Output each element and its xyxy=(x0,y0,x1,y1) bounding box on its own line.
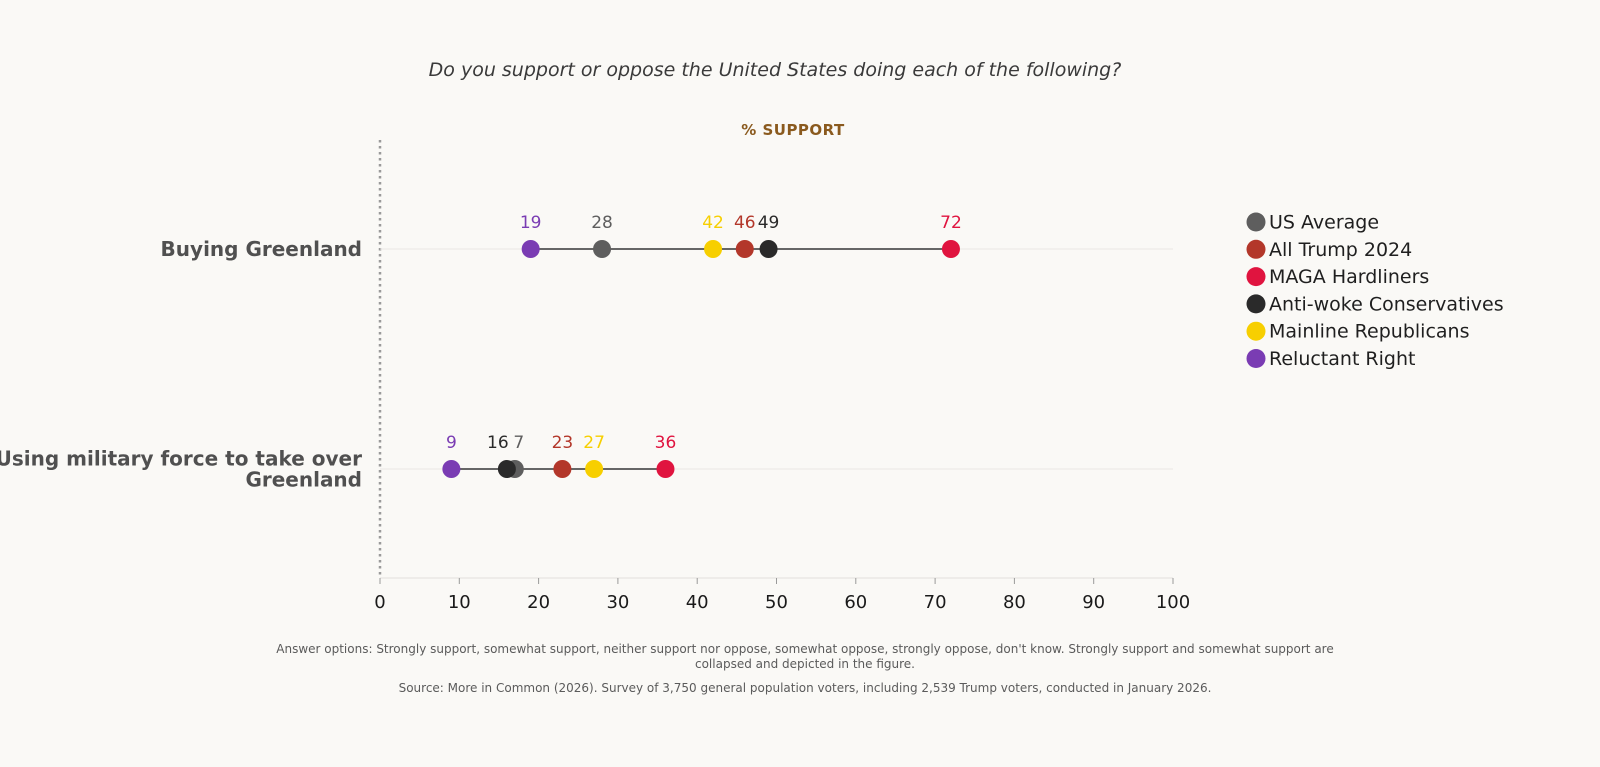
category-label: Buying Greenland xyxy=(161,237,362,261)
legend-swatch xyxy=(1246,294,1266,314)
legend-swatch xyxy=(1246,349,1266,368)
data-label: 7 xyxy=(513,433,524,453)
legend-swatch xyxy=(1246,212,1266,232)
legend-label: Mainline Republicans xyxy=(1269,321,1469,343)
x-tick-label: 20 xyxy=(527,592,550,613)
category-label-line: Greenland xyxy=(245,468,362,492)
x-tick-label: 60 xyxy=(844,592,867,613)
legend-swatch xyxy=(1246,267,1266,287)
x-tick-label: 50 xyxy=(765,592,788,613)
legend-label: Anti-woke Conservatives xyxy=(1269,293,1504,315)
legend-swatch xyxy=(1246,239,1266,259)
chart-notes: Answer options: Strongly support, somewh… xyxy=(276,642,1333,695)
data-label: 49 xyxy=(758,213,780,233)
data-point xyxy=(521,240,540,258)
category-label-line: Using military force to take over xyxy=(0,447,362,471)
data-label: 36 xyxy=(655,433,677,453)
data-point xyxy=(941,240,960,258)
data-point xyxy=(585,460,604,478)
data-label: 19 xyxy=(520,213,542,233)
data-point xyxy=(553,460,572,478)
data-point xyxy=(497,460,516,478)
legend-label: Reluctant Right xyxy=(1269,348,1415,370)
data-point xyxy=(593,240,612,258)
x-tick-label: 70 xyxy=(924,592,947,613)
data-point xyxy=(759,240,778,258)
x-tick-label: 0 xyxy=(374,592,385,613)
answer-options-note: Answer options: Strongly support, somewh… xyxy=(276,642,1333,656)
data-label: 16 xyxy=(487,433,509,453)
data-label: 72 xyxy=(940,213,962,233)
legend: US Average All Trump 2024 MAGA Hardliners A… xyxy=(1246,212,1504,370)
data-label: 23 xyxy=(552,433,574,453)
x-tick-label: 100 xyxy=(1156,592,1190,613)
legend-label: US Average xyxy=(1269,212,1379,234)
legend-label: MAGA Hardliners xyxy=(1269,266,1429,288)
x-axis-title: % SUPPORT xyxy=(741,121,845,139)
data-point xyxy=(735,240,754,258)
data-label: 42 xyxy=(702,213,724,233)
source-note: Source: More in Common (2026). Survey of… xyxy=(399,681,1212,695)
legend-swatch xyxy=(1246,321,1266,341)
legend-label: All Trump 2024 xyxy=(1269,239,1412,261)
answer-options-note: collapsed and depicted in the figure. xyxy=(695,657,915,671)
x-tick-label: 10 xyxy=(448,592,471,613)
category-label-line: Buying Greenland xyxy=(161,237,362,261)
x-tick-label: 80 xyxy=(1003,592,1026,613)
x-tick-label: 30 xyxy=(606,592,629,613)
data-label: 46 xyxy=(734,213,756,233)
chart-title: Do you support or oppose the United Stat… xyxy=(429,59,1122,81)
data-label: 27 xyxy=(583,433,605,453)
x-tick-label: 40 xyxy=(686,592,709,613)
x-tick-label: 90 xyxy=(1082,592,1105,613)
plot-area: 0 10 20 30 40 50 60 70 80 90 100 Buying Greenland Us… xyxy=(0,140,1190,613)
data-label: 9 xyxy=(446,433,457,453)
data-point xyxy=(704,240,723,258)
data-point xyxy=(656,460,675,478)
data-label: 28 xyxy=(591,213,613,233)
category-label: Using military force to take over Greenla… xyxy=(0,447,362,492)
data-point xyxy=(442,460,461,478)
